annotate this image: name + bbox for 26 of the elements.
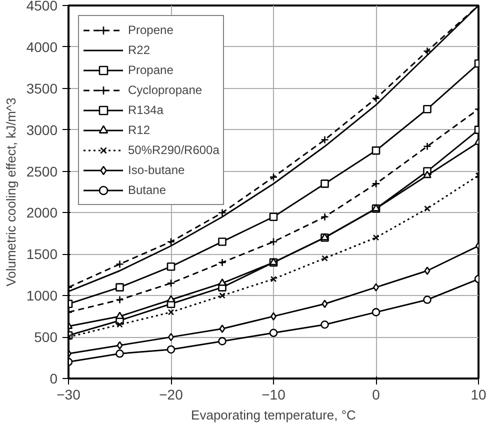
legend-label: 50%R290/R600a [128,143,220,157]
legend-label: Butane [128,183,166,197]
y-axis-title: Volumetric cooling effect, kJ/m^3 [3,98,18,286]
legend-label: Cyclopropane [128,83,202,97]
legend-label: R22 [128,43,150,57]
legend-label: R134a [128,103,164,117]
y-tick-label: 500 [34,329,58,346]
x-tick-label: −30 [56,386,81,402]
y-tick-label: 0 [50,370,58,386]
legend-label: Propane [128,63,174,77]
y-tick-label: 4500 [26,0,58,14]
x-tick-label: 0 [372,386,380,402]
y-tick-label: 3000 [26,122,58,138]
y-tick-label: 2500 [26,163,58,180]
legend-label: Propene [128,23,174,37]
x-tick-label: −20 [159,386,184,402]
x-tick-label: −10 [262,386,286,402]
legend-label: R12 [128,123,150,137]
y-tick-label: 1500 [26,246,58,262]
y-tick-label: 2000 [26,204,58,221]
x-tick-label: 10 [470,386,486,402]
legend-label: Iso-butane [128,163,185,177]
y-tick-label: 4000 [26,38,58,55]
y-tick-label: 3500 [26,80,58,96]
x-axis-title: Evaporating temperature, °C [191,408,356,422]
y-tick-label: 1000 [26,288,58,304]
